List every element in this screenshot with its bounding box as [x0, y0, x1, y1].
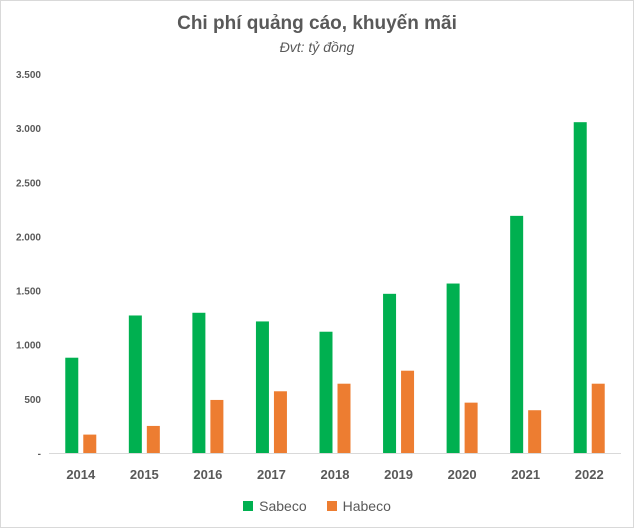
- bar-sabeco-2017: [255, 321, 269, 453]
- y-tick-label: 3.500: [16, 70, 41, 81]
- bar-sabeco-2016: [192, 312, 206, 453]
- legend: Sabeco Habeco: [1, 498, 633, 514]
- bar-sabeco-2015: [128, 315, 142, 453]
- x-tick-label: 2015: [130, 467, 159, 482]
- y-tick-label: 2.500: [16, 178, 41, 189]
- bar-habeco-2014: [83, 434, 97, 453]
- y-tick-label: 3.000: [16, 124, 41, 135]
- x-tick-label: 2014: [66, 467, 96, 482]
- x-tick-label: 2021: [511, 467, 540, 482]
- legend-label-habeco: Habeco: [342, 498, 391, 514]
- bar-sabeco-2021: [510, 215, 524, 453]
- y-tick-label: 1.500: [16, 287, 41, 298]
- x-tick-label: 2016: [193, 467, 222, 482]
- legend-label-sabeco: Sabeco: [259, 498, 307, 514]
- legend-swatch-sabeco: [243, 501, 254, 511]
- chart-subtitle: Đvt: tỷ đồng: [279, 39, 355, 55]
- y-tick-label: 1.000: [16, 341, 41, 352]
- bar-habeco-2017: [273, 391, 287, 453]
- x-tick-label: 2019: [384, 467, 413, 482]
- bar-sabeco-2018: [319, 331, 333, 453]
- x-tick-label: 2017: [257, 467, 286, 482]
- x-tick-label: 2020: [448, 467, 477, 482]
- bar-habeco-2019: [401, 370, 415, 453]
- bar-habeco-2021: [528, 410, 542, 453]
- bar-habeco-2018: [337, 383, 351, 453]
- y-tick-label: -: [38, 449, 41, 460]
- bar-sabeco-2019: [383, 293, 397, 453]
- bar-sabeco-2020: [446, 283, 460, 453]
- bar-habeco-2015: [146, 425, 160, 453]
- legend-item-sabeco: Sabeco: [243, 498, 307, 514]
- bar-habeco-2022: [591, 383, 605, 453]
- bar-sabeco-2014: [65, 357, 79, 453]
- chart-title: Chi phí quảng cáo, khuyến mãi: [177, 13, 457, 34]
- x-tick-label: 2018: [321, 467, 350, 482]
- bar-sabeco-2022: [573, 122, 587, 454]
- legend-swatch-habeco: [326, 501, 337, 511]
- x-tick-label: 2022: [575, 467, 604, 482]
- y-tick-label: 2.000: [16, 232, 41, 243]
- legend-item-habeco: Habeco: [326, 498, 391, 514]
- bar-habeco-2020: [464, 402, 478, 453]
- y-tick-label: 500: [24, 395, 41, 406]
- bar-habeco-2016: [210, 399, 224, 453]
